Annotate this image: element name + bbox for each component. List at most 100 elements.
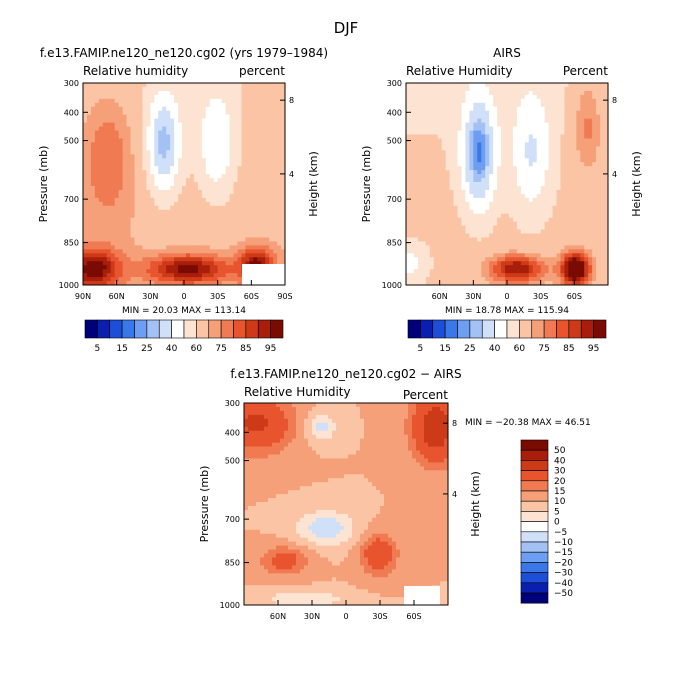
field-cell <box>257 197 262 203</box>
field-cell <box>257 174 262 179</box>
field-cell <box>505 106 510 112</box>
field-cell <box>540 162 546 167</box>
field-cell <box>185 174 191 179</box>
field-cell <box>497 225 502 230</box>
field-cell <box>90 114 96 120</box>
field-cell <box>142 83 147 88</box>
field-cell <box>441 142 447 147</box>
field-cell <box>102 237 108 242</box>
field-cell <box>421 114 427 120</box>
field-cell <box>106 102 112 108</box>
field-cell <box>86 138 92 143</box>
field-cell <box>433 146 439 151</box>
field-cell <box>90 233 96 238</box>
field-cell <box>245 225 250 230</box>
field-cell <box>600 213 605 219</box>
field-cell <box>588 106 593 112</box>
field-cell <box>134 213 139 219</box>
field-cell <box>516 189 522 195</box>
field-cell <box>253 213 258 219</box>
field-cell <box>520 201 526 207</box>
field-cell <box>528 201 534 207</box>
field-cell <box>429 209 435 215</box>
field-cell <box>461 150 466 155</box>
field-cell <box>588 205 593 211</box>
field-cell <box>429 86 435 92</box>
field-cell <box>497 217 502 223</box>
field-cell <box>126 118 131 124</box>
field-cell <box>162 269 167 274</box>
field-cell <box>269 130 274 135</box>
field-cell <box>134 205 139 211</box>
field-cell <box>118 98 124 104</box>
field-cell <box>241 102 246 108</box>
field-cell <box>174 86 179 92</box>
field-cell <box>193 233 199 238</box>
field-cell <box>90 138 96 143</box>
field-cell <box>98 261 104 266</box>
field-cell <box>576 114 581 120</box>
field-cell <box>245 178 250 183</box>
field-cell <box>469 158 474 163</box>
field-cell <box>114 253 120 258</box>
field-cell <box>146 182 151 187</box>
field-cell <box>90 122 96 127</box>
field-cell <box>130 269 135 274</box>
field-cell <box>185 281 191 286</box>
field-cell <box>114 162 120 167</box>
field-cell <box>269 98 274 104</box>
field-cell <box>540 205 546 211</box>
field-cell <box>233 253 238 258</box>
field-cell <box>532 178 538 183</box>
field-cell <box>429 182 435 187</box>
field-cell <box>532 90 538 96</box>
field-cell <box>572 110 577 116</box>
field-cell <box>453 209 458 215</box>
field-cell <box>429 118 435 124</box>
field-cell <box>233 185 238 191</box>
field-cell <box>130 237 135 242</box>
field-cell <box>257 233 262 238</box>
field-cell <box>477 102 482 108</box>
field-cell <box>237 122 242 127</box>
field-cell <box>592 209 597 215</box>
field-cell <box>261 106 266 112</box>
field-cell <box>572 201 577 207</box>
field-cell <box>277 197 282 203</box>
field-cell <box>429 189 435 195</box>
field-cell <box>138 83 143 88</box>
field-cell <box>201 154 207 159</box>
field-cell <box>162 146 167 151</box>
field-cell <box>229 245 234 250</box>
field-cell <box>98 189 104 195</box>
field-cell <box>461 102 466 108</box>
field-cell <box>481 142 486 147</box>
field-cell <box>449 257 454 262</box>
field-cell <box>481 90 486 96</box>
field-cell <box>94 229 100 234</box>
field-cell <box>122 134 127 139</box>
field-cell <box>489 174 494 179</box>
field-cell <box>406 170 411 175</box>
field-cell <box>193 86 199 92</box>
field-cell <box>249 106 254 112</box>
field-cell <box>572 205 577 211</box>
field-cell <box>142 225 147 230</box>
field-cell <box>182 126 187 131</box>
field-cell <box>540 150 546 155</box>
field-cell <box>528 98 534 104</box>
field-cell <box>469 205 474 211</box>
field-cell <box>457 138 462 143</box>
field-cell <box>572 185 577 191</box>
field-cell <box>417 122 423 127</box>
field-cell <box>429 126 435 131</box>
field-cell <box>138 257 143 262</box>
field-cell <box>512 138 518 143</box>
field-cell <box>197 86 203 92</box>
field-cell <box>536 241 542 246</box>
field-cell <box>94 205 100 211</box>
field-cell <box>249 229 254 234</box>
field-cell <box>449 122 454 127</box>
field-cell <box>568 189 573 195</box>
field-cell <box>481 106 486 112</box>
